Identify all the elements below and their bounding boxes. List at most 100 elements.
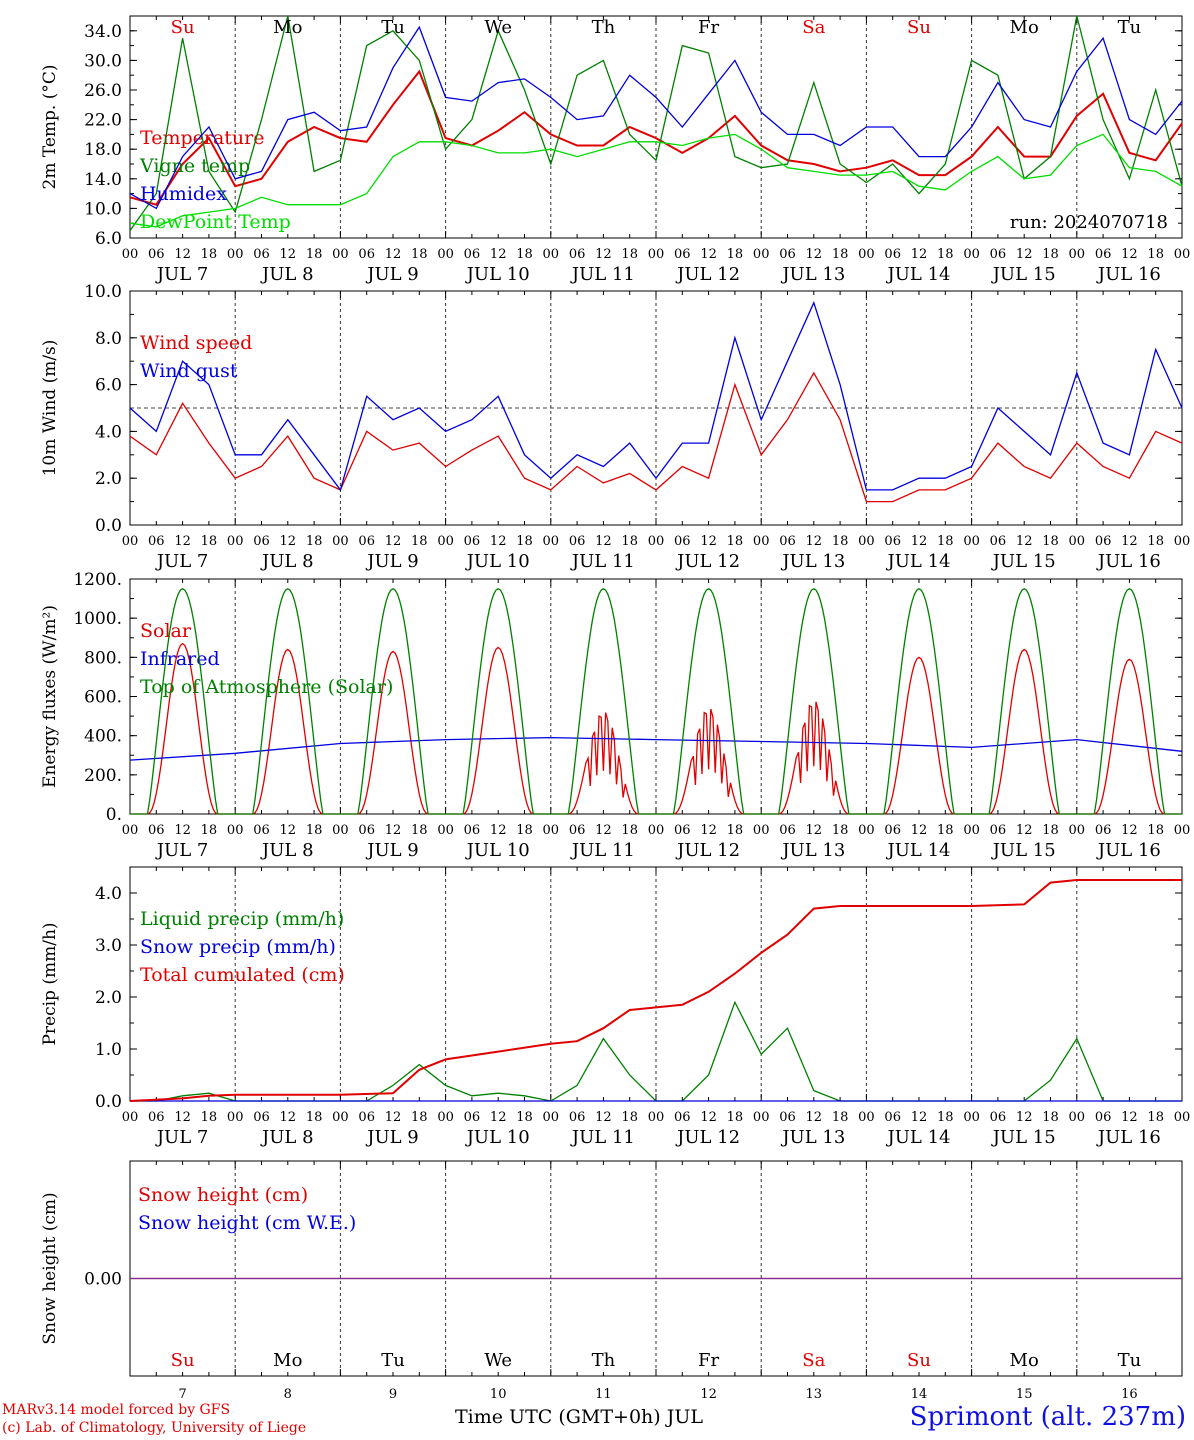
legend-entry: Top of Atmosphere (Solar)	[140, 676, 393, 698]
hour-label: 00	[1174, 1110, 1191, 1125]
hour-label: 00	[753, 823, 770, 838]
day-name: Th	[592, 17, 616, 38]
date-label: JUL 7	[155, 264, 209, 285]
hour-label: 06	[569, 823, 586, 838]
hour-label: 00	[437, 534, 454, 549]
legend-entry: Liquid precip (mm/h)	[140, 908, 344, 930]
hour-label: 18	[1147, 534, 1164, 549]
date-label: JUL 16	[1096, 551, 1161, 572]
hour-label: 18	[306, 247, 323, 262]
hour-label: 06	[1095, 1110, 1112, 1125]
hour-label: 00	[332, 534, 349, 549]
hour-label: 06	[569, 1110, 586, 1125]
y-tick-label: 10.0	[84, 282, 122, 302]
hour-label: 18	[411, 247, 428, 262]
hour-label: 06	[1095, 247, 1112, 262]
y-tick-label: 800.	[84, 648, 122, 668]
hour-label: 18	[832, 247, 849, 262]
date-label: JUL 13	[780, 1127, 845, 1148]
legend-entry: Wind gust	[140, 360, 238, 382]
hour-label: 12	[490, 1110, 507, 1125]
y-tick-label: 0.0	[95, 1092, 122, 1112]
series-line-humidex	[129, 25, 1183, 210]
series-line-total-cumulated-cm-	[129, 879, 1182, 1102]
date-label: JUL 8	[260, 264, 314, 285]
day-number: 8	[284, 1387, 292, 1402]
hour-label: 06	[569, 534, 586, 549]
legend-entry: Snow precip (mm/h)	[140, 936, 336, 958]
hour-label: 18	[306, 1110, 323, 1125]
y-tick-label: 4.0	[95, 884, 122, 904]
hour-label: 12	[280, 534, 297, 549]
legend-entry: DewPoint Temp	[140, 211, 291, 233]
hour-label: 18	[727, 823, 744, 838]
date-label: JUL 8	[260, 551, 314, 572]
hour-label: 06	[884, 534, 901, 549]
series-line-dewpoint-temp	[129, 133, 1183, 228]
day-name: Tu	[381, 1350, 405, 1371]
date-label: JUL 8	[260, 840, 314, 861]
hour-label: 00	[1174, 823, 1191, 838]
hour-label: 12	[174, 247, 191, 262]
hour-label: 06	[253, 1110, 270, 1125]
day-name: Tu	[1118, 17, 1142, 38]
hour-label: 06	[779, 823, 796, 838]
date-label: JUL 8	[260, 1127, 314, 1148]
hour-label: 12	[1016, 534, 1033, 549]
date-label: JUL 10	[465, 840, 530, 861]
hour-label: 00	[332, 1110, 349, 1125]
hour-label: 06	[674, 1110, 691, 1125]
y-tick-label: 1.0	[95, 1040, 122, 1060]
hour-label: 00	[227, 823, 244, 838]
hour-label: 12	[911, 823, 928, 838]
hour-label: 12	[700, 534, 717, 549]
hour-label: 06	[464, 823, 481, 838]
y-tick-label: 8.0	[95, 329, 122, 349]
day-name: Mo	[273, 1350, 302, 1371]
date-label: JUL 12	[675, 264, 740, 285]
hour-label: 00	[858, 534, 875, 549]
date-label: JUL 15	[991, 840, 1056, 861]
hour-label: 18	[727, 1110, 744, 1125]
hour-label: 12	[595, 247, 612, 262]
day-name: We	[484, 17, 512, 38]
hour-label: 06	[990, 247, 1007, 262]
hour-label: 00	[1069, 247, 1086, 262]
hour-label: 00	[963, 534, 980, 549]
hour-label: 12	[595, 1110, 612, 1125]
hour-label: 12	[385, 247, 402, 262]
hour-label: 00	[543, 534, 560, 549]
hour-label: 00	[543, 1110, 560, 1125]
day-number: 14	[911, 1387, 928, 1402]
date-label: JUL 7	[155, 840, 209, 861]
y-tick-label: 0.	[106, 805, 122, 825]
hour-label: 18	[832, 1110, 849, 1125]
station-name: Sprimont (alt. 237m)	[909, 1402, 1186, 1432]
series-line-temperature	[129, 69, 1183, 206]
day-name: Sa	[802, 1350, 825, 1371]
hour-label: 18	[937, 823, 954, 838]
hour-label: 12	[700, 247, 717, 262]
y-axis-label: Energy fluxes (W/m²)	[40, 605, 60, 788]
y-tick-label: 600.	[84, 688, 122, 708]
y-tick-label: 34.0	[84, 22, 122, 42]
hour-label: 00	[437, 247, 454, 262]
day-name: Sa	[802, 17, 825, 38]
y-tick-label: 6.0	[95, 229, 122, 249]
hour-label: 12	[806, 823, 823, 838]
date-label: JUL 13	[780, 840, 845, 861]
hour-label: 18	[832, 534, 849, 549]
y-tick-label: 0.0	[95, 516, 122, 536]
hour-label: 18	[201, 247, 218, 262]
date-label: JUL 16	[1096, 1127, 1161, 1148]
hour-label: 06	[464, 247, 481, 262]
hour-label: 18	[516, 534, 533, 549]
day-name: Mo	[1010, 17, 1039, 38]
y-tick-label: 18.0	[84, 140, 122, 160]
hour-label: 00	[1069, 1110, 1086, 1125]
hour-label: 12	[1016, 1110, 1033, 1125]
hour-label: 18	[1147, 247, 1164, 262]
hour-label: 06	[779, 247, 796, 262]
hour-label: 00	[858, 247, 875, 262]
